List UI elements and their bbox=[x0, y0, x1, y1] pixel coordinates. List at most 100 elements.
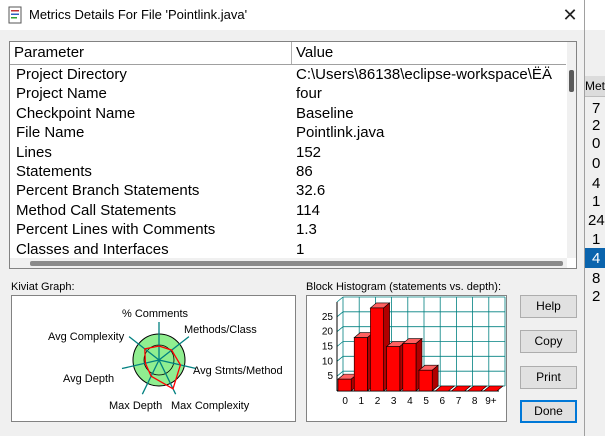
histogram-x-tick-label: 9+ bbox=[485, 396, 497, 407]
value-cell: Baseline bbox=[296, 104, 354, 122]
close-button[interactable]: ✕ bbox=[556, 2, 584, 28]
metrics-details-dialog: Metrics Details For File 'Pointlink.java… bbox=[0, 0, 585, 436]
done-button[interactable]: Done bbox=[520, 400, 577, 423]
table-row[interactable]: Method Call Statements 114 bbox=[10, 201, 566, 220]
value-cell: C:\Users\86138\eclipse-workspace\ËÄ bbox=[296, 66, 552, 83]
parameter-cell: Method Call Statements bbox=[16, 201, 177, 219]
background-value: 4 bbox=[592, 176, 601, 192]
kiviat-label-avg-stmts-method: Avg Stmts/Method bbox=[193, 365, 283, 377]
kiviat-spoke bbox=[158, 359, 197, 370]
table-row[interactable]: File Name Pointlink.java bbox=[10, 123, 566, 142]
histogram-gridline bbox=[336, 296, 344, 303]
table-row[interactable]: Percent Branch Statements 32.6 bbox=[10, 181, 566, 200]
histogram-bar bbox=[370, 307, 384, 392]
parameter-cell: File Name bbox=[16, 124, 85, 142]
dialog-title: Metrics Details For File 'Pointlink.java… bbox=[29, 7, 248, 22]
parameter-cell: Classes and Interfaces bbox=[16, 240, 169, 258]
histogram-gridline bbox=[336, 326, 344, 332]
kiviat-label-avg-depth: Avg Depth bbox=[63, 373, 115, 385]
background-column-header: Metr bbox=[585, 76, 605, 97]
table-row[interactable]: Lines 152 bbox=[10, 143, 566, 162]
histogram-y-tick-label: 20 bbox=[322, 327, 334, 338]
background-selected-row bbox=[585, 248, 605, 268]
horizontal-scrollbar-thumb[interactable] bbox=[30, 261, 563, 266]
background-value: 8 bbox=[592, 271, 601, 287]
copy-button[interactable]: Copy bbox=[520, 330, 577, 353]
histogram-section-label: Block Histogram (statements vs. depth): bbox=[306, 281, 502, 293]
histogram-bar bbox=[418, 369, 433, 392]
histogram-gridline bbox=[336, 341, 344, 347]
kiviat-spoke bbox=[121, 359, 160, 370]
histogram-bar bbox=[482, 385, 504, 392]
parameter-cell: Project Directory bbox=[16, 66, 127, 83]
app-icon bbox=[8, 6, 22, 24]
histogram-x-tick-label: 7 bbox=[456, 396, 462, 407]
table-row[interactable]: Project Directory C:\Users\86138\eclipse-… bbox=[10, 65, 566, 84]
histogram-bar bbox=[402, 343, 417, 392]
histogram-bar bbox=[466, 385, 488, 392]
print-button[interactable]: Print bbox=[520, 366, 577, 389]
kiviat-spoke bbox=[158, 336, 190, 361]
background-value: 0 bbox=[592, 156, 601, 172]
vertical-scrollbar-thumb[interactable] bbox=[569, 70, 574, 92]
histogram-x-tick-label: 3 bbox=[391, 396, 397, 407]
value-cell: Pointlink.java bbox=[296, 124, 385, 142]
histogram-x-tick-label: 1 bbox=[359, 396, 365, 407]
title-bar[interactable]: Metrics Details For File 'Pointlink.java… bbox=[0, 0, 584, 30]
histogram-x-tick-label: 4 bbox=[407, 396, 413, 407]
background-value: 1 bbox=[592, 194, 601, 210]
column-header-value[interactable]: Value bbox=[296, 44, 334, 61]
kiviat-spoke bbox=[141, 359, 160, 395]
histogram-y-tick-label: 25 bbox=[322, 312, 334, 323]
background-value: 1 bbox=[592, 232, 601, 248]
histogram-gridline bbox=[336, 356, 344, 362]
histogram-gridline bbox=[336, 311, 344, 318]
parameter-cell: Statements bbox=[16, 163, 92, 180]
kiviat-label-max-complexity: Max Complexity bbox=[171, 400, 250, 412]
background-value: 7 bbox=[592, 101, 601, 117]
value-cell: four bbox=[296, 85, 322, 103]
histogram-bar bbox=[434, 385, 456, 392]
parameter-cell: Lines bbox=[16, 143, 52, 161]
table-row[interactable]: Statements 86 bbox=[10, 162, 566, 181]
kiviat-label-comments: % Comments bbox=[122, 308, 189, 320]
table-row[interactable]: Classes and Interfaces 1 bbox=[10, 240, 566, 259]
value-cell: 152 bbox=[296, 143, 322, 161]
table-row[interactable]: Checkpoint Name Baseline bbox=[10, 104, 566, 123]
parameter-cell: Percent Lines with Comments bbox=[16, 221, 216, 239]
help-button[interactable]: Help bbox=[520, 295, 577, 318]
kiviat-chart bbox=[121, 322, 197, 395]
metrics-table[interactable]: Parameter Value Project Directory C:\User… bbox=[9, 41, 577, 269]
parameter-cell: Project Name bbox=[16, 85, 107, 103]
histogram-gridline bbox=[336, 370, 344, 377]
kiviat-label-avg-complexity: Avg Complexity bbox=[48, 331, 125, 343]
background-value: 4 bbox=[592, 251, 601, 267]
histogram-x-tick-label: 6 bbox=[440, 396, 446, 407]
kiviat-label-methods-class: Methods/Class bbox=[184, 324, 257, 336]
background-value: 0 bbox=[592, 136, 601, 152]
value-cell: 1 bbox=[296, 240, 305, 258]
table-row[interactable]: Percent Lines with Comments 1.3 bbox=[10, 220, 566, 239]
background-value: 24 bbox=[588, 213, 605, 229]
histogram-y-tick-label: 5 bbox=[327, 371, 333, 382]
value-cell: 32.6 bbox=[296, 182, 326, 200]
kiviat-spoke bbox=[128, 336, 160, 361]
kiviat-section-label: Kiviat Graph: bbox=[11, 281, 75, 293]
table-row[interactable]: Project Name four bbox=[10, 84, 566, 103]
histogram-bar bbox=[386, 346, 401, 392]
vertical-scrollbar[interactable] bbox=[567, 42, 576, 258]
histogram-bar-side bbox=[431, 364, 439, 392]
histogram-y-tick-label: 10 bbox=[322, 356, 334, 367]
column-header-parameter[interactable]: Parameter bbox=[10, 42, 292, 64]
histogram-x-tick-label: 8 bbox=[472, 396, 478, 407]
value-cell: 114 bbox=[296, 201, 320, 219]
histogram-x-tick-label: 0 bbox=[342, 396, 348, 407]
background-value: 2 bbox=[592, 289, 601, 305]
kiviat-profile bbox=[144, 345, 182, 390]
kiviat-label-max-depth: Max Depth bbox=[109, 400, 163, 412]
kiviat-graph-panel: % Comments Methods/Class Avg Complexity … bbox=[11, 295, 296, 422]
parameter-cell: Percent Branch Statements bbox=[16, 182, 200, 200]
histogram-bar bbox=[353, 337, 368, 392]
histogram-bar bbox=[337, 378, 352, 392]
value-cell: 86 bbox=[296, 163, 313, 180]
